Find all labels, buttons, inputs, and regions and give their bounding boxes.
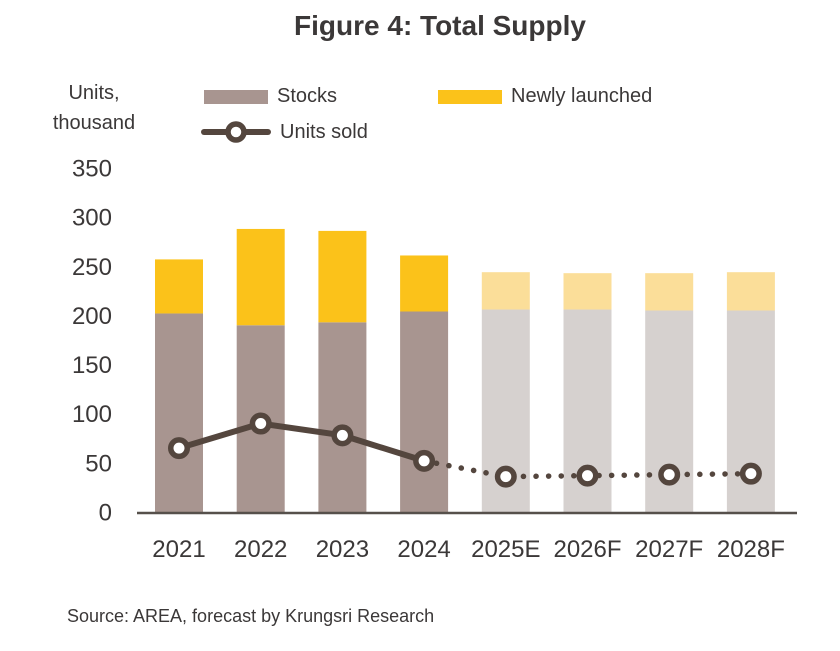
- x-tick-label-2021: 2021: [152, 536, 205, 563]
- units-sold-marker-2022: [249, 412, 272, 435]
- y-axis-unit-label: Units, thousand: [35, 78, 153, 138]
- y-tick-label-100: 100: [72, 401, 112, 428]
- y-axis-unit-line2: thousand: [52, 112, 136, 134]
- y-axis-unit-line1: Units,: [68, 82, 120, 104]
- bar-newly-launched-2024: [400, 255, 449, 312]
- source-note: Source: AREA, forecast by Krungsri Resea…: [67, 606, 435, 626]
- bar-newly-launched-2027F: [645, 273, 694, 311]
- units-sold-marker-2027F: [658, 463, 681, 486]
- bar-stocks-2023: [318, 322, 367, 512]
- stocks-swatch-icon: [204, 89, 268, 104]
- bar-newly-launched-2025E: [481, 272, 530, 310]
- legend-label-units-sold: Units sold: [280, 120, 368, 143]
- x-tick-label-2022: 2022: [234, 536, 287, 563]
- bar-newly-launched-2021: [155, 259, 203, 314]
- units-sold-marker-2023: [331, 424, 354, 447]
- bar-stocks-2021: [155, 313, 203, 512]
- x-tick-label-2027F: 2027F: [635, 536, 703, 563]
- x-tick-label-2026F: 2026F: [553, 536, 621, 563]
- newly-launched-swatch-icon: [438, 89, 502, 104]
- y-tick-label-250: 250: [72, 254, 112, 281]
- y-tick-label-150: 150: [72, 352, 112, 379]
- bar-stocks-2024: [400, 311, 449, 512]
- units-sold-marker-2026F: [576, 464, 599, 487]
- bar-newly-launched-2022: [236, 228, 285, 326]
- y-tick-label-0: 0: [99, 500, 112, 527]
- y-tick-label-350: 350: [72, 156, 112, 183]
- units-sold-marker-2028F: [739, 462, 762, 485]
- units-sold-marker-2025E: [494, 465, 517, 488]
- x-tick-label-2028F: 2028F: [717, 536, 785, 563]
- y-tick-label-300: 300: [72, 205, 112, 232]
- legend-item-stocks: Stocks: [204, 85, 337, 108]
- units-sold-line-solid: [176, 420, 428, 464]
- y-tick-label-200: 200: [72, 303, 112, 330]
- y-tick-label-50: 50: [85, 450, 112, 477]
- legend-item-units-sold: Units sold: [201, 119, 368, 145]
- bar-newly-launched-2023: [318, 230, 367, 323]
- bar-newly-launched-2026F: [563, 273, 612, 310]
- legend-label-newly-launched: Newly launched: [511, 85, 653, 107]
- legend-label-stocks: Stocks: [277, 85, 338, 107]
- x-tick-label-2025E: 2025E: [471, 536, 540, 563]
- units-sold-line-icon: [201, 121, 271, 143]
- chart-title: Figure 4: Total Supply: [294, 10, 586, 41]
- x-tick-label-2023: 2023: [316, 536, 369, 563]
- x-tick-label-2024: 2024: [397, 536, 450, 563]
- units-sold-marker-2024: [413, 449, 436, 472]
- units-sold-marker-2021: [168, 437, 190, 460]
- legend-item-newly-launched: Newly launched: [438, 85, 652, 108]
- bar-newly-launched-2028F: [726, 272, 775, 311]
